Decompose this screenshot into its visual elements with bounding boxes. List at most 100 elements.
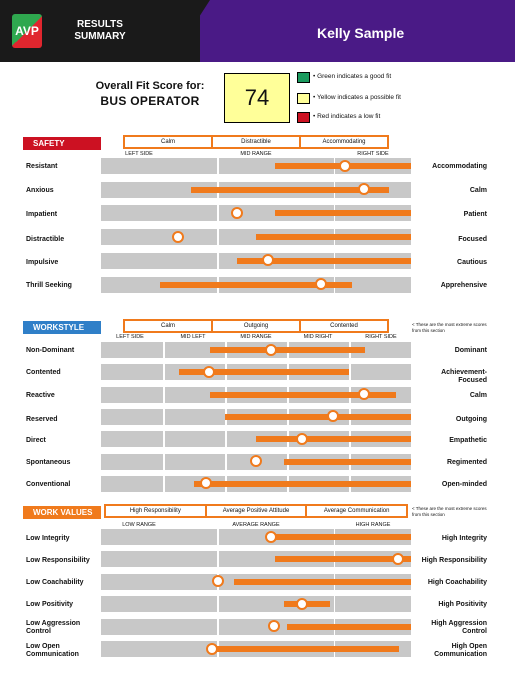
scale-divider	[217, 551, 219, 568]
score-marker	[314, 278, 327, 290]
header-banner: AVP RESULTS SUMMARY Kelly Sample	[0, 0, 515, 62]
scale-divider	[333, 596, 335, 613]
range-bar	[274, 556, 411, 563]
column-label: MID LEFT	[180, 334, 206, 340]
section-note: < These are the most extreme scores from…	[412, 322, 487, 333]
fit-score-value: 74	[244, 85, 270, 110]
column-label: HIGH RANGE	[355, 522, 391, 528]
range-bar	[178, 369, 349, 376]
score-marker	[212, 575, 225, 588]
trait-right-label: High Open Communication	[434, 643, 487, 658]
column-label: AVERAGE RANGE	[232, 522, 280, 528]
column-label: MID RANGE	[240, 151, 272, 157]
column-label: RIGHT SIDE	[365, 334, 397, 340]
section-options: Calm Distractible Accommodating	[123, 135, 389, 149]
avp-logo: AVP	[12, 14, 42, 48]
trait-right-label: High Aggression Control	[431, 620, 487, 635]
trait-right-label: High Responsibility	[421, 557, 487, 564]
legend-swatch	[297, 93, 310, 104]
scale-divider	[217, 205, 219, 222]
trait-right-label: Dominant	[454, 347, 487, 354]
section-option: Outgoing	[213, 321, 301, 331]
logo-text: AVP	[15, 24, 39, 38]
score-marker	[261, 254, 274, 267]
trait-right-label: High Positivity	[438, 601, 487, 608]
score-marker	[265, 530, 277, 543]
trait-left-label: Conventional	[26, 481, 71, 488]
trait-left-label: Impatient	[26, 211, 58, 218]
score-marker	[358, 388, 370, 401]
trait-left-label: Low Positivity	[26, 601, 74, 608]
range-bar	[271, 534, 411, 540]
scale-divider	[217, 229, 219, 246]
trait-right-label: Calm	[469, 392, 487, 399]
trait-right-label: Apprehensive	[440, 282, 487, 289]
scale-divider	[163, 408, 165, 425]
range-bar	[209, 347, 365, 353]
range-bar	[256, 234, 411, 241]
scale-divider	[163, 342, 165, 358]
range-bar	[234, 578, 411, 585]
column-label: MID RANGE	[240, 334, 272, 340]
trait-left-label: Impulsive	[26, 259, 59, 266]
column-label: LEFT SIDE	[125, 151, 153, 157]
score-marker	[172, 230, 184, 243]
candidate-name: Kelly Sample	[317, 25, 405, 41]
trait-right-label: Patient	[463, 211, 487, 218]
report-title-line2: SUMMARY	[74, 31, 126, 42]
score-marker	[296, 597, 308, 610]
trait-left-label: Contented	[26, 369, 61, 376]
scale-divider	[217, 529, 219, 545]
trait-left-label: Reactive	[26, 392, 55, 399]
scale-divider	[349, 364, 351, 381]
trait-right-label: Calm	[469, 187, 487, 194]
range-bar	[225, 413, 411, 420]
trait-left-label: Distractible	[26, 236, 65, 243]
section-option: Accommodating	[322, 139, 366, 145]
section-option: Contented	[330, 323, 358, 329]
section-option: Calm	[125, 137, 213, 147]
trait-left-label: Low Coachability	[26, 579, 84, 586]
section-option: Average Communication	[323, 508, 390, 514]
range-bar	[194, 480, 411, 487]
trait-right-label: High Integrity	[441, 535, 487, 542]
column-label: MID RIGHT	[303, 334, 333, 340]
report-title-line1: RESULTS	[77, 19, 123, 30]
scale-divider	[217, 618, 219, 635]
score-marker	[265, 343, 277, 356]
scale-divider	[217, 252, 219, 269]
trait-left-label: Spontaneous	[26, 459, 71, 466]
score-marker	[249, 455, 262, 467]
score-marker	[339, 159, 352, 172]
trait-right-label: Accommodating	[432, 163, 487, 170]
section-note: < These are the most extreme scores from…	[412, 506, 487, 517]
report-title: RESULTS SUMMARY	[60, 19, 140, 43]
section-title: SAFETY	[23, 137, 101, 150]
legend-text: • Green indicates a good fit	[313, 73, 392, 80]
range-bar	[283, 458, 411, 465]
range-bar	[274, 210, 411, 217]
section-options: High Responsibility Average Positive Atti…	[104, 504, 408, 518]
trait-left-label: Resistant	[26, 163, 58, 170]
section-title: WORKSTYLE	[23, 321, 101, 334]
legend-text: • Yellow indicates a possible fit	[313, 94, 401, 101]
scale-divider	[163, 431, 165, 448]
column-label: LEFT SIDE	[116, 334, 144, 340]
score-marker	[358, 183, 370, 196]
score-marker	[296, 432, 308, 445]
score-marker	[206, 642, 219, 655]
range-bar	[237, 257, 411, 264]
section-options: Calm Outgoing Contented	[123, 319, 389, 333]
column-label: RIGHT SIDE	[357, 151, 389, 157]
legend-swatch	[297, 72, 310, 83]
section-option: Calm	[125, 321, 213, 331]
trait-right-label: Achievement- Focused	[441, 369, 487, 384]
scale-divider	[163, 364, 165, 381]
scale-divider	[225, 431, 227, 448]
trait-right-label: Open-minded	[441, 481, 487, 488]
scale-divider	[217, 158, 219, 174]
scale-divider	[225, 453, 227, 470]
scale-divider	[163, 453, 165, 470]
trait-left-label: Anxious	[26, 187, 54, 194]
fit-score-box: 74	[224, 73, 290, 123]
